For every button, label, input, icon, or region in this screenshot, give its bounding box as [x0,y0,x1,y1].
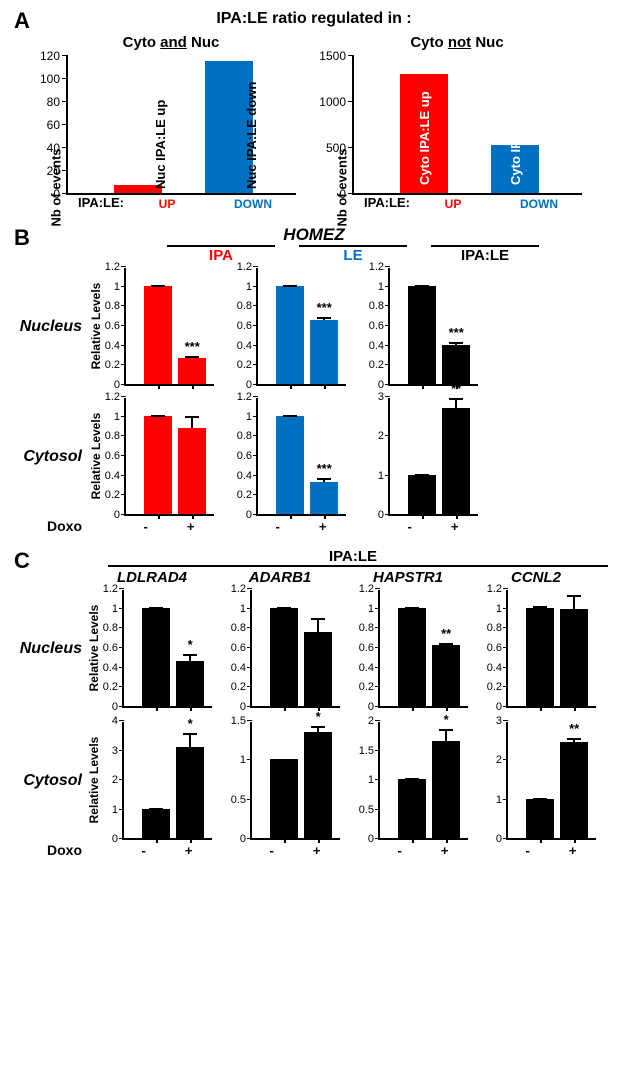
col-ipa: IPA [155,247,287,264]
mini-chart: 01234Relative Levels* [92,722,212,840]
panel-letter-c: C [14,548,30,574]
panel-c: C IPA:LE LDLRAD4ADARB1HAPSTR1CCNL2 Nucle… [10,548,618,858]
col-le: LE [287,247,419,264]
panel-letter-a: A [14,8,30,34]
x-axis-label: IPA:LE: [352,195,410,211]
bar [432,741,460,838]
bar [408,286,436,384]
mini-chart: 00.511.5* [220,722,340,840]
bar [560,609,588,706]
bar [142,608,170,706]
x-cat-down: DOWN [496,197,582,211]
bar [442,345,470,384]
mini-chart: 0123** [358,398,478,516]
panel-a-right-subtitle: Cyto not Nuc [332,34,582,51]
panel-a-right: Cyto not Nuc Nb of events 050010001500Cy… [332,34,582,211]
txt: Cyto [410,34,448,51]
doxo-label: Doxo [10,518,88,534]
row-label: Nucleus [10,590,88,708]
bar [144,416,172,514]
txt: Nuc [187,34,220,51]
panel-a-left: Cyto and Nuc Nb of events 02040608010012… [46,34,296,211]
mini-chart: 00.511.52* [348,722,468,840]
bar [142,809,170,839]
bar [442,408,470,514]
col-ratio: IPA:LE [419,247,551,264]
panel-a-left-subtitle: Cyto and Nuc [46,34,296,51]
mini-chart: 00.20.40.60.811.2*** [226,268,346,386]
txt: Cyto [123,34,161,51]
bar [304,632,332,706]
txt: not [448,34,471,51]
x-cat-down: DOWN [210,197,296,211]
row-label: Cytosol [10,722,88,840]
mini-chart: 0123** [476,722,596,840]
panel-b: B HOMEZ IPA LE IPA:LE Nucleus00.20.40.60… [10,225,618,534]
bar [432,645,460,706]
bar [178,428,206,514]
mini-chart: 00.20.40.60.811.2** [348,590,468,708]
bar [526,799,554,838]
bar [270,759,298,838]
x-cat-up: UP [410,197,496,211]
bar [270,608,298,706]
bar [310,482,338,514]
bar [176,661,204,706]
txt: Nuc [471,34,504,51]
bar [276,286,304,384]
row-label: Cytosol [10,398,88,516]
bar [560,742,588,838]
bar [144,286,172,384]
x-axis-label: IPA:LE: [66,195,124,211]
doxo-label: Doxo [10,842,88,858]
panel-a: A IPA:LE ratio regulated in : Cyto and N… [10,8,618,211]
bar [178,358,206,384]
panel-a-left-chart: 020406080100120Nuc IPA:LE upNuc IPA:LE d… [66,55,296,195]
bar [176,747,204,838]
bar [398,779,426,838]
mini-chart: 00.20.40.60.811.2Relative Levels*** [94,268,214,386]
bar [310,320,338,384]
mini-chart: 00.20.40.60.811.2*** [358,268,478,386]
bar [304,732,332,838]
panel-c-header: IPA:LE [88,548,618,565]
bar [398,608,426,706]
mini-chart: 00.20.40.60.811.2 [220,590,340,708]
panel-a-right-chart: 050010001500Cyto IPA:LE upCyto IPA:LE do… [352,55,582,195]
bar [408,475,436,514]
txt: and [160,34,187,51]
mini-chart: 00.20.40.60.811.2 [476,590,596,708]
panel-b-gene: HOMEZ [10,225,618,245]
panel-a-title: IPA:LE ratio regulated in : [10,8,618,28]
bar [276,416,304,514]
bar [526,608,554,706]
mini-chart: 00.20.40.60.811.2Relative Levels [94,398,214,516]
panel-letter-b: B [14,225,30,251]
row-label: Nucleus [10,268,88,386]
mini-chart: 00.20.40.60.811.2*** [226,398,346,516]
x-cat-up: UP [124,197,210,211]
mini-chart: 00.20.40.60.811.2Relative Levels* [92,590,212,708]
